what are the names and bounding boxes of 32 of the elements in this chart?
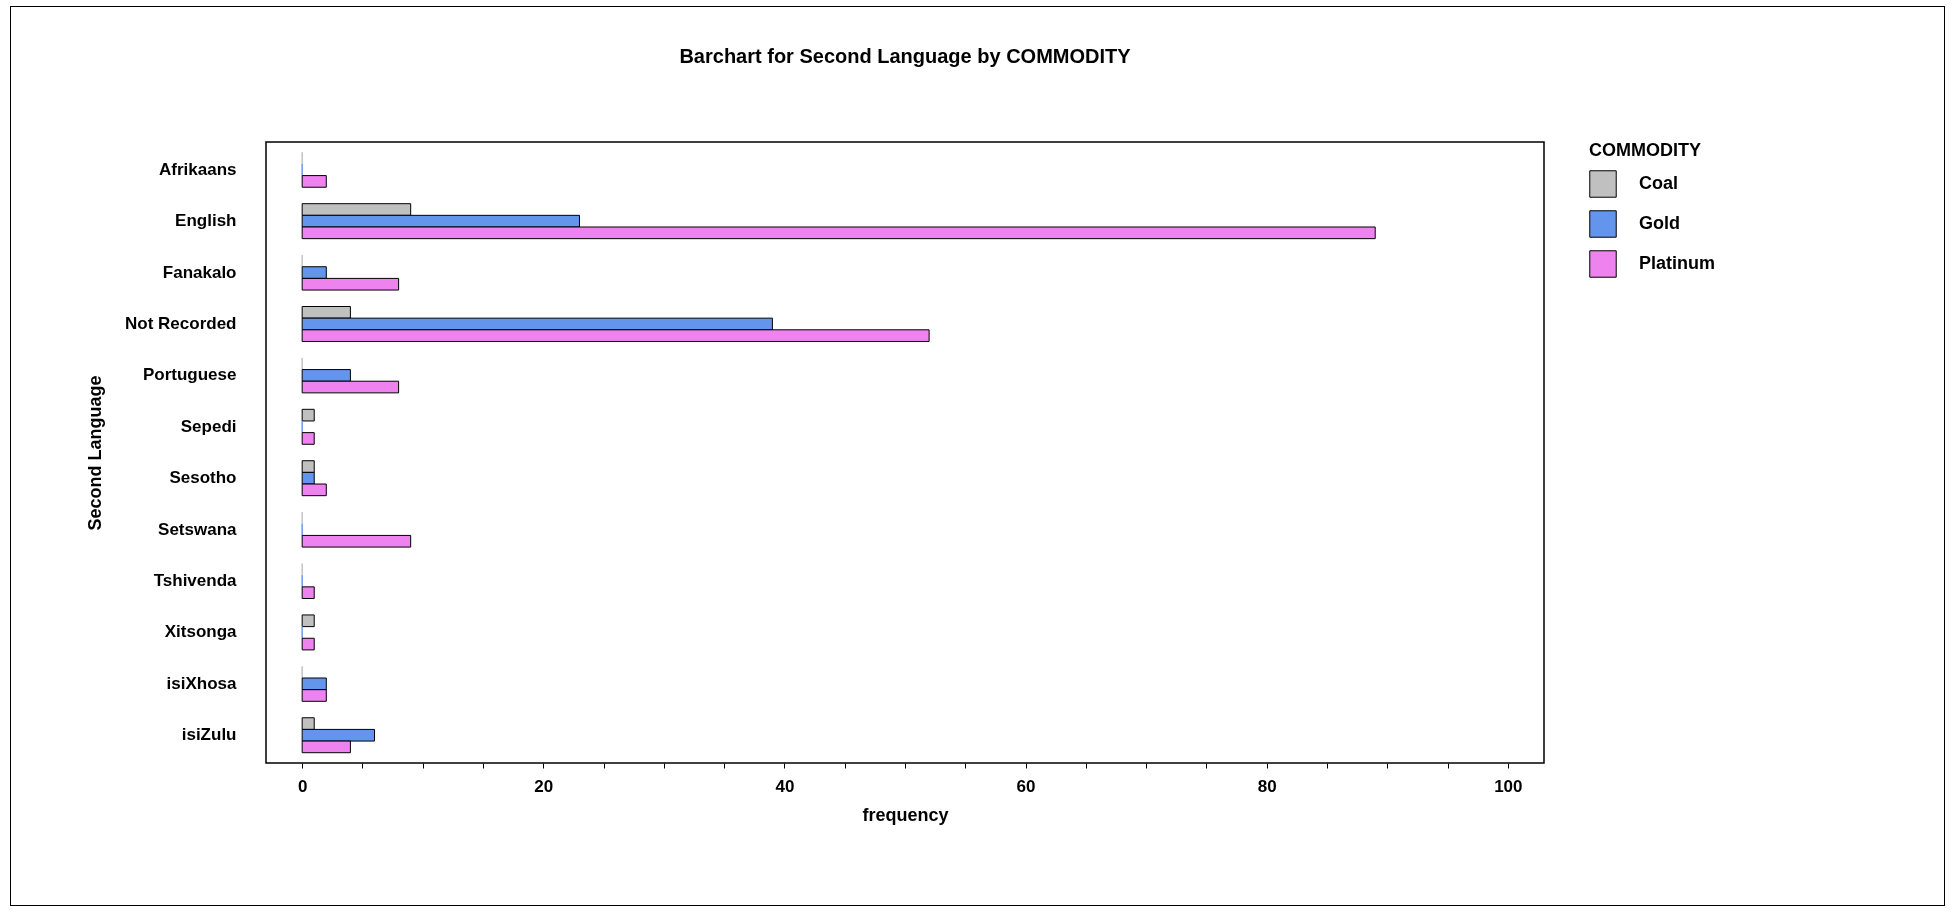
y-tick-label: isiZulu	[181, 725, 237, 745]
y-tick-label: Setswana	[158, 519, 238, 539]
y-tick-label: Afrikaans	[159, 159, 237, 179]
y-tick-label: English	[175, 211, 237, 231]
y-tick-label: Sesotho	[169, 468, 237, 488]
bar	[301, 614, 315, 628]
y-tick-label: Sepedi	[180, 416, 237, 436]
x-tick-label: 20	[534, 776, 554, 796]
legend-title: COMMODITY	[1589, 140, 1701, 160]
legend-label: Coal	[1639, 173, 1679, 193]
x-tick-label: 40	[775, 776, 795, 796]
bar	[301, 432, 315, 445]
bar	[301, 586, 315, 599]
x-tick-label: 80	[1257, 776, 1277, 796]
x-tick-label: 0	[297, 776, 308, 796]
x-axis-title: frequency	[862, 804, 949, 825]
bar	[301, 408, 315, 422]
bar	[301, 534, 412, 548]
y-tick-label: Xitsonga	[164, 622, 238, 642]
x-tick-label: 100	[1494, 776, 1523, 796]
legend-label: Platinum	[1639, 253, 1716, 273]
bar	[301, 175, 327, 188]
y-tick-label: isiXhosa	[166, 673, 238, 693]
chart-title: Barchart for Second Language by COMMODITY	[679, 45, 1132, 67]
bar	[301, 637, 315, 651]
y-tick-label: Tshivenda	[153, 571, 238, 591]
y-tick-label: Portuguese	[142, 365, 237, 385]
x-tick-label: 60	[1016, 776, 1036, 796]
y-tick-label: Not Recorded	[125, 313, 237, 333]
legend-label: Gold	[1639, 213, 1680, 233]
y-tick-label: Fanakalo	[162, 262, 237, 282]
y-axis-title: Second Language	[85, 375, 106, 531]
